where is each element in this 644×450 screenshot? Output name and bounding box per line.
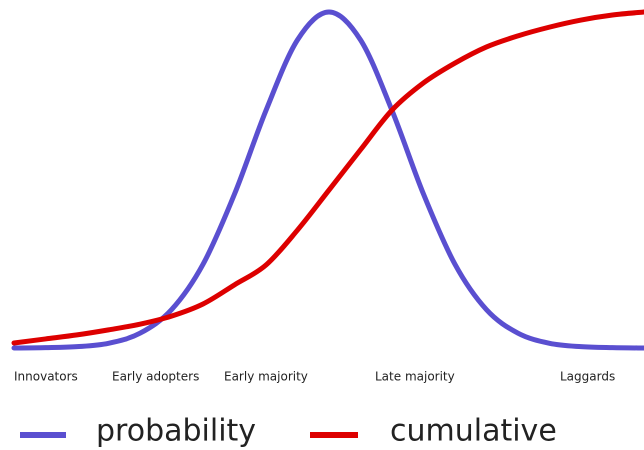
category-label: Late majority: [375, 370, 455, 384]
series-line: [11, 9, 644, 351]
series-line: [11, 9, 644, 346]
legend-label: probability: [96, 414, 256, 449]
category-label: Innovators: [14, 370, 78, 384]
legend-label: cumulative: [390, 414, 557, 449]
category-label: Laggards: [560, 370, 615, 384]
category-label: Early majority: [224, 370, 308, 384]
category-label: Early adopters: [112, 370, 199, 384]
